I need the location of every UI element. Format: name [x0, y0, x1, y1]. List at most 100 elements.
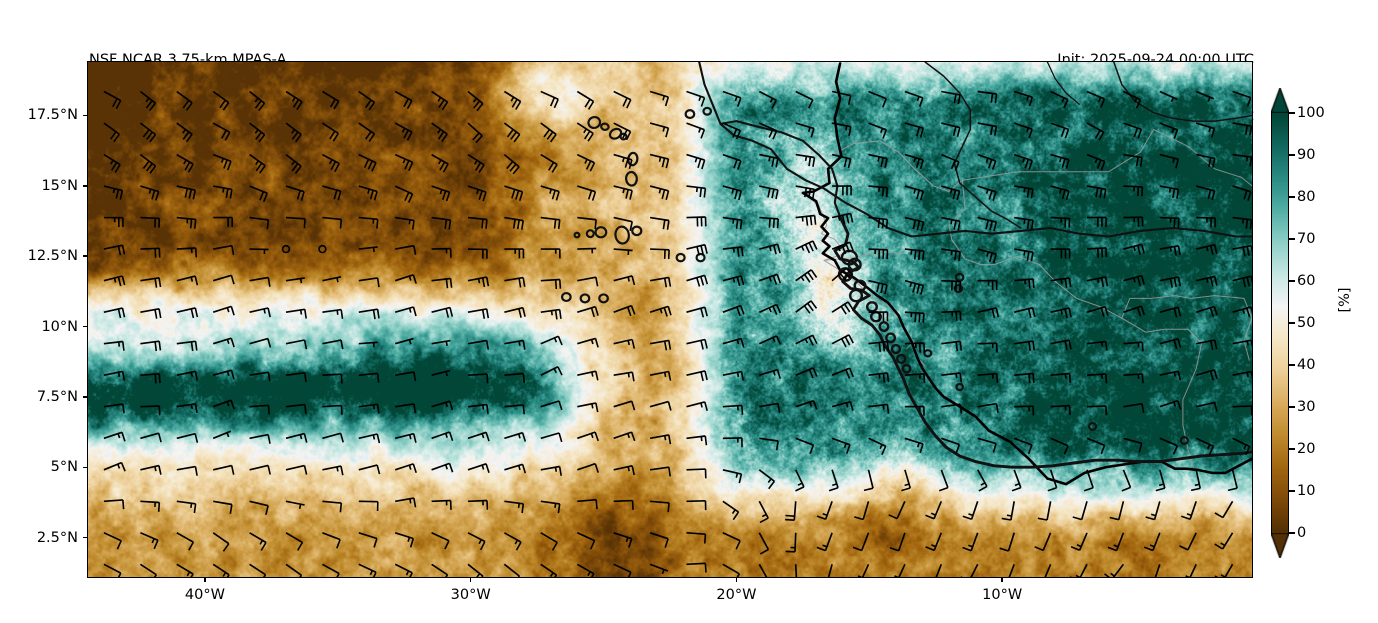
wind-barb: [285, 339, 308, 350]
wind-barb: [649, 216, 670, 230]
wind-barb: [540, 153, 558, 173]
wind-barb: [1050, 404, 1071, 415]
wind-barb: [140, 216, 161, 228]
wind-barb: [686, 274, 709, 287]
wind-barb: [758, 90, 777, 109]
wind-barb: [1123, 402, 1145, 414]
wind-barb: [431, 369, 451, 377]
wind-barb: [977, 372, 999, 383]
colorbar-tick-label: 10: [1297, 483, 1316, 499]
wind-barb: [540, 400, 563, 411]
wind-barb: [613, 275, 636, 286]
wind-barb: [831, 153, 852, 169]
wind-barb: [795, 437, 815, 454]
x-axis-tick-mark: [1001, 578, 1003, 582]
wind-barb: [431, 216, 452, 230]
wind-barb: [759, 402, 781, 413]
wind-barb: [1181, 501, 1197, 521]
wind-barb: [904, 405, 925, 416]
colorbar-tick-label: 20: [1297, 441, 1316, 457]
colorbar-unit-label: [%]: [1337, 287, 1353, 313]
wind-barb: [1195, 122, 1216, 138]
wind-barb: [722, 304, 745, 317]
wind-barb: [1196, 275, 1218, 287]
wind-barb: [831, 122, 852, 136]
wind-barb: [212, 532, 230, 552]
wind-barb: [1121, 469, 1132, 492]
wind-barb: [1196, 339, 1218, 351]
wind-barb: [577, 185, 597, 201]
wind-barb: [868, 311, 889, 322]
colorbar-extend-max-arrow: [1271, 88, 1289, 113]
wind-barb: [868, 153, 888, 168]
wind-barb: [576, 153, 596, 172]
wind-barb: [1086, 90, 1106, 108]
wind-barb: [394, 90, 413, 110]
wind-barb: [831, 367, 854, 379]
colorbar-extend-min-arrow: [1271, 533, 1289, 558]
wind-barb: [1083, 469, 1094, 492]
wind-barb: [722, 337, 745, 348]
wind-barb: [1086, 247, 1108, 258]
wind-barb: [1013, 437, 1033, 454]
wind-barb: [613, 185, 633, 200]
wind-barb: [540, 366, 563, 376]
wind-barb: [722, 246, 744, 257]
wind-barb: [285, 216, 306, 229]
wind-barb: [467, 276, 490, 288]
wind-barb: [249, 371, 271, 382]
x-axis-tick-label: 20°W: [716, 587, 757, 603]
wind-barb: [977, 153, 997, 170]
wind-barb: [358, 372, 380, 383]
wind-barb: [176, 340, 198, 352]
wind-barb: [504, 248, 525, 259]
wind-barb: [285, 308, 307, 319]
wind-barb: [176, 247, 198, 258]
wind-barb: [816, 532, 833, 552]
x-axis-tick-mark: [735, 578, 738, 582]
wind-barb: [1159, 244, 1181, 256]
wind-barb: [395, 371, 417, 382]
wind-barb: [103, 461, 126, 472]
wind-barb: [686, 401, 708, 412]
wind-barb: [285, 277, 305, 284]
wind-barb: [322, 465, 344, 476]
wind-barb: [795, 240, 818, 254]
wind-barb: [1232, 90, 1252, 107]
wind-barb: [649, 370, 672, 381]
wind-barb: [940, 153, 960, 171]
wind-barb: [467, 499, 489, 510]
wind-barb: [722, 563, 740, 577]
wind-barb: [863, 469, 874, 492]
wind-barb: [212, 563, 230, 577]
wind-barb: [540, 216, 561, 230]
wind-barb: [358, 122, 376, 143]
wind-barb: [649, 400, 672, 411]
wind-barb: [1014, 340, 1035, 352]
wind-barb: [649, 466, 671, 477]
wind-barb: [395, 497, 417, 508]
wind-barb: [977, 248, 997, 264]
wind-barb: [467, 185, 487, 202]
wind-barb: [322, 275, 342, 283]
wind-barb: [103, 153, 121, 173]
wind-barb: [1123, 437, 1143, 453]
wind-barb: [321, 90, 340, 110]
wind-barb: [831, 212, 854, 225]
wind-barb: [977, 402, 999, 414]
wind-barb: [140, 464, 162, 475]
colorbar-tick-mark: [1289, 448, 1295, 450]
wind-barb: [613, 338, 636, 349]
wind-barb: [1107, 532, 1125, 552]
wind-barb: [467, 122, 483, 144]
wind-barb: [358, 433, 381, 444]
wind-barb: [322, 500, 343, 513]
wind-barb: [394, 306, 417, 317]
wind-barb: [1086, 276, 1109, 287]
y-axis-tick-mark: [83, 536, 87, 539]
wind-barb: [322, 373, 343, 384]
y-axis-tick-label: 10°N: [41, 318, 78, 335]
wind-barb: [576, 90, 595, 110]
wind-barb: [759, 273, 782, 285]
wind-barb: [249, 185, 268, 203]
